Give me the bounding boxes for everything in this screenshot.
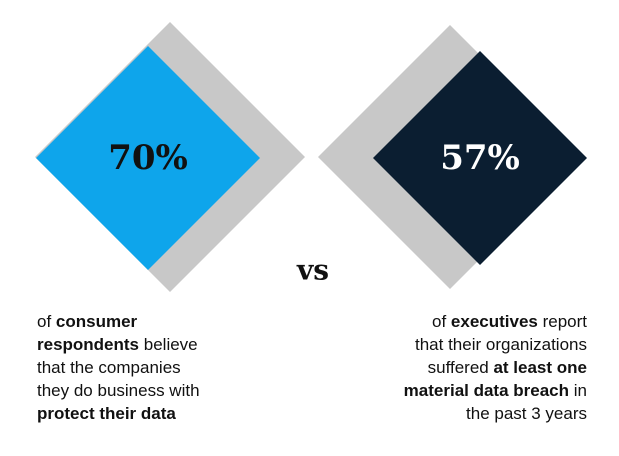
- caption-text: of: [37, 312, 56, 331]
- caption-text: suffered: [427, 358, 494, 377]
- caption-line: they do business with: [37, 379, 200, 402]
- separator: vs: [296, 254, 329, 287]
- caption-line: of consumer: [37, 310, 200, 333]
- caption-line: protect their data: [37, 402, 200, 425]
- caption-text: executives: [450, 312, 538, 331]
- caption-line: that their organizations: [404, 333, 587, 356]
- caption-text: the past 3 years: [466, 404, 587, 423]
- caption-text: respondents: [37, 335, 140, 354]
- caption-text: believe: [139, 335, 198, 354]
- caption-line: that the companies: [37, 356, 200, 379]
- graphic: 70% 57% vs: [35, 22, 587, 292]
- caption-text: they do business with: [37, 381, 200, 400]
- caption-text: of: [432, 312, 451, 331]
- caption-line: material data breach in: [404, 379, 587, 402]
- left-stat: 70%: [108, 138, 188, 178]
- caption-text: that their organizations: [415, 335, 587, 354]
- caption-text: that the companies: [37, 358, 181, 377]
- caption-text: at least one: [493, 358, 587, 377]
- caption-text: protect their data: [37, 404, 176, 423]
- caption-text: report: [537, 312, 587, 331]
- caption-line: the past 3 years: [404, 402, 587, 425]
- caption-text: material data breach: [403, 381, 570, 400]
- left-diamond: [36, 46, 260, 270]
- caption-text: in: [569, 381, 587, 400]
- caption-text: consumer: [55, 312, 138, 331]
- caption-line: respondents believe: [37, 333, 200, 356]
- caption-line: of executives report: [404, 310, 587, 333]
- right-diamond: [373, 51, 587, 265]
- right-stat: 57%: [440, 138, 520, 178]
- caption-line: suffered at least one: [404, 356, 587, 379]
- left-caption: of consumer respondents believe that the c…: [37, 310, 200, 425]
- right-caption: of executives report that their organizat…: [404, 310, 587, 425]
